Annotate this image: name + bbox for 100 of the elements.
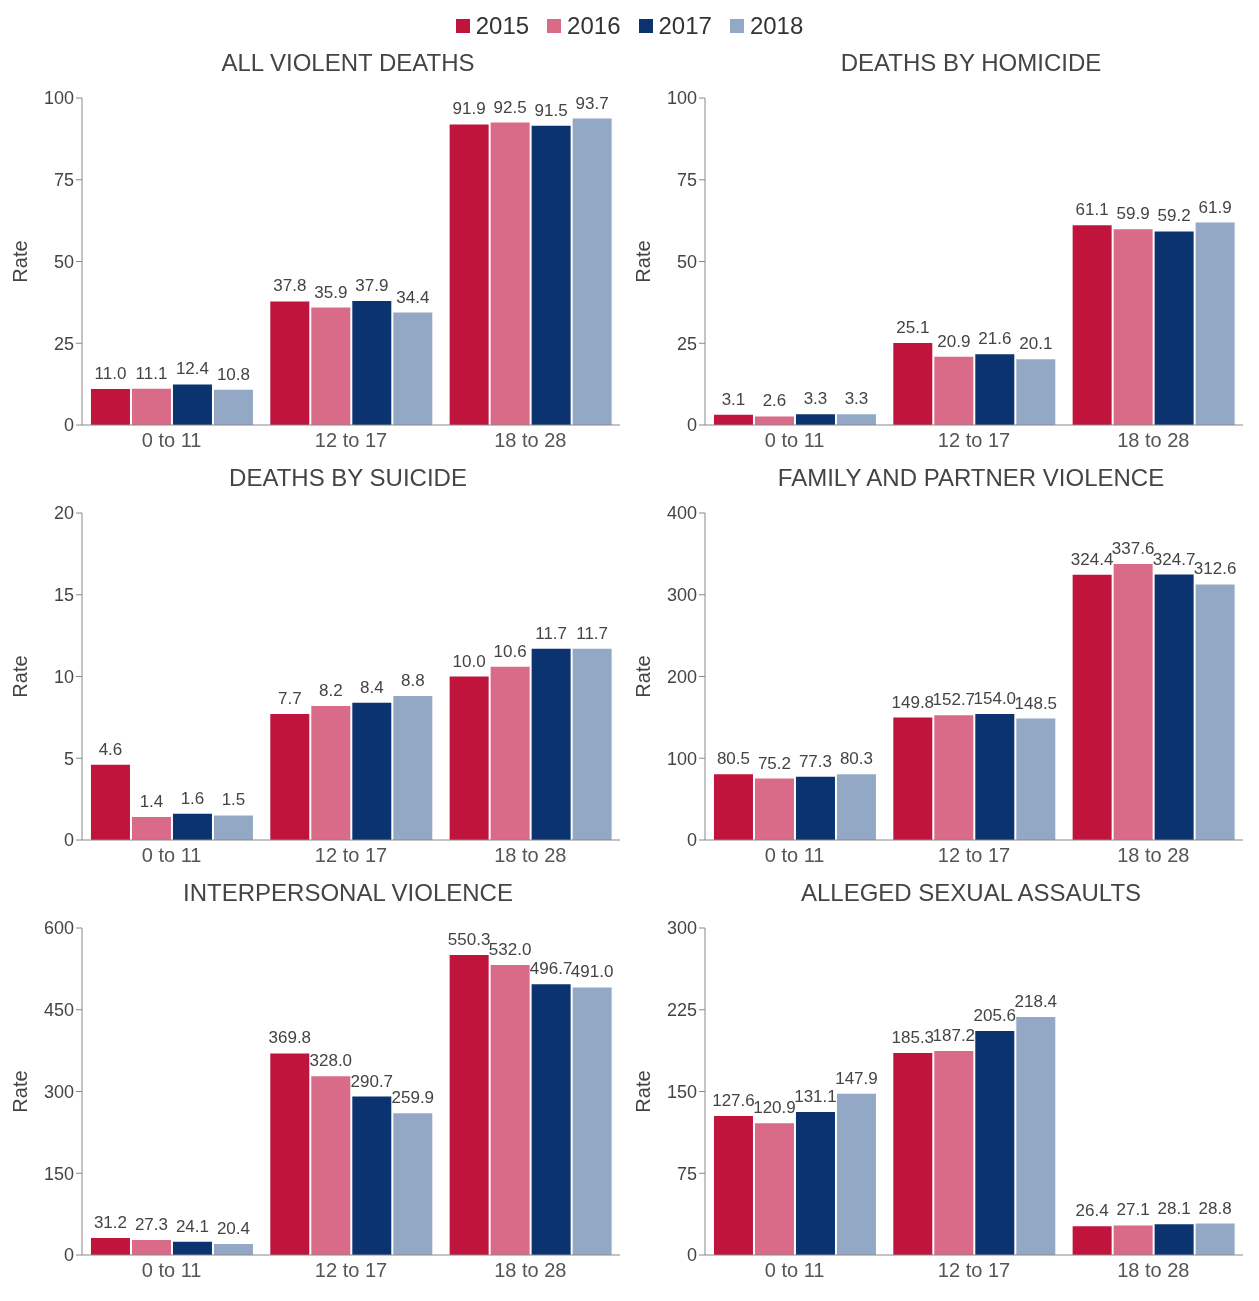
x-tick-label: 0 to 11	[764, 844, 825, 867]
bar	[836, 774, 876, 840]
bar	[1154, 231, 1194, 425]
data-label: 80.3	[839, 749, 874, 769]
legend-label: 2015	[475, 12, 530, 40]
data-label: 3.3	[844, 389, 869, 409]
data-label: 120.9	[753, 1098, 796, 1118]
data-label: 7.7	[277, 689, 302, 709]
data-label: 26.4	[1075, 1201, 1109, 1221]
bar	[975, 354, 1015, 425]
chart-title: ALL VIOLENT DEATHS	[220, 48, 476, 78]
bar	[1016, 1016, 1056, 1255]
data-label: 12.4	[175, 359, 210, 379]
y-tick-label: 0	[63, 1245, 74, 1266]
data-label: 37.8	[273, 276, 307, 296]
bar	[213, 389, 253, 425]
y-axis-title: Rate	[632, 240, 655, 283]
bar	[490, 965, 530, 1255]
bar	[1195, 584, 1235, 840]
bar	[490, 122, 530, 425]
y-tick-label: 50	[676, 251, 697, 272]
bar	[754, 416, 794, 425]
bar	[754, 1123, 794, 1255]
x-tick-label: 0 to 11	[141, 429, 202, 452]
chart-title: INTERPERSONAL VIOLENCE	[182, 878, 514, 908]
x-tick-label: 12 to 17	[937, 844, 1011, 867]
data-label: 127.6	[712, 1090, 755, 1110]
data-label: 259.9	[391, 1088, 435, 1108]
bar	[131, 817, 171, 840]
bar	[893, 342, 933, 425]
data-label: 496.7	[529, 959, 573, 979]
legend-label: 2017	[658, 12, 712, 40]
data-label: 31.2	[93, 1213, 128, 1232]
y-tick-label: 0	[63, 415, 74, 436]
y-tick-label: 300	[666, 585, 697, 606]
x-tick-label: 12 to 17	[937, 1259, 1011, 1282]
data-label: 11.0	[94, 364, 127, 384]
data-label: 328.0	[309, 1051, 353, 1071]
bar	[975, 714, 1015, 840]
y-tick-label: 25	[53, 333, 74, 354]
data-label: 61.1	[1075, 200, 1109, 220]
x-tick-label: 0 to 11	[764, 429, 825, 452]
bar	[934, 715, 974, 840]
data-label: 28.8	[1198, 1198, 1232, 1218]
data-label: 290.7	[350, 1071, 394, 1091]
data-label: 2.6	[762, 391, 787, 411]
y-axis-title: Rate	[632, 655, 655, 698]
y-tick-label: 300	[666, 918, 697, 939]
bar	[1072, 574, 1112, 840]
bar	[90, 1238, 130, 1255]
y-tick-label: 100	[666, 88, 697, 109]
bar	[213, 815, 253, 840]
y-tick-label: 20	[53, 503, 74, 524]
data-label: 8.4	[359, 677, 384, 697]
legend-label: 2016	[567, 12, 621, 40]
data-label: 10.8	[216, 364, 251, 384]
data-label: 93.7	[575, 93, 609, 113]
x-tick-label: 0 to 11	[764, 1259, 825, 1282]
bar	[572, 118, 612, 425]
bar	[449, 955, 489, 1255]
bar	[172, 813, 212, 840]
bar	[213, 1243, 253, 1255]
y-tick-label: 100	[43, 88, 74, 109]
y-tick-label: 50	[53, 251, 74, 272]
bar	[311, 705, 351, 840]
bar	[713, 774, 753, 840]
bar	[172, 1241, 212, 1255]
bar	[270, 1053, 310, 1255]
data-label: 37.9	[355, 276, 389, 296]
bar	[934, 356, 974, 425]
y-tick-label: 200	[666, 666, 697, 687]
bar	[754, 778, 794, 840]
data-label: 77.3	[798, 751, 833, 771]
bar	[795, 776, 835, 840]
data-label: 28.1	[1157, 1199, 1191, 1219]
y-tick-label: 75	[53, 170, 74, 191]
data-label: 61.9	[1198, 197, 1232, 217]
bar	[393, 696, 433, 840]
bar	[572, 648, 612, 840]
bar	[795, 1112, 835, 1255]
data-label: 11.7	[535, 623, 568, 643]
data-label: 91.9	[452, 99, 486, 119]
y-tick-label: 15	[53, 585, 74, 606]
data-label: 1.6	[180, 788, 205, 808]
data-label: 4.6	[98, 739, 123, 759]
bar	[352, 702, 392, 840]
bar	[449, 124, 489, 425]
data-label: 91.5	[534, 100, 568, 120]
data-label: 8.8	[400, 671, 425, 691]
bar	[90, 764, 130, 840]
bar	[449, 676, 489, 840]
y-tick-label: 150	[43, 1163, 74, 1184]
data-label: 131.1	[794, 1087, 837, 1107]
bar	[975, 1030, 1015, 1255]
bar	[90, 389, 130, 425]
data-label: 35.9	[314, 282, 348, 302]
bar	[270, 714, 310, 840]
bar	[893, 717, 933, 840]
bar	[1113, 1225, 1153, 1255]
x-tick-label: 18 to 28	[494, 429, 567, 452]
